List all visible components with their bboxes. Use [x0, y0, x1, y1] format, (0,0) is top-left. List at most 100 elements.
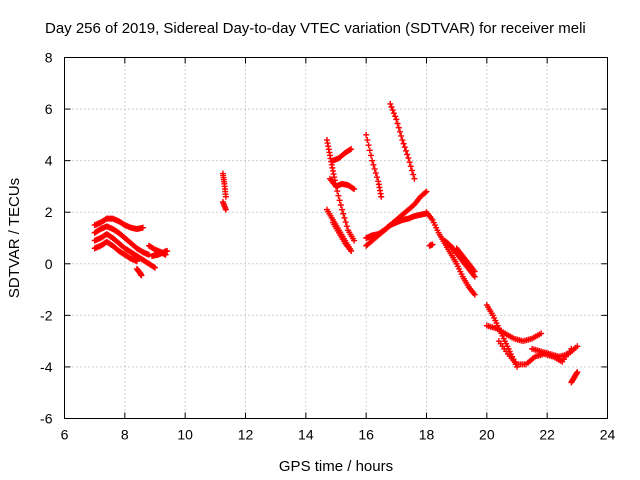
series-arc-u [423, 209, 478, 298]
series-arc-h [219, 170, 229, 200]
data-point [366, 147, 373, 154]
data-point [341, 214, 348, 221]
y-tick-label: 0 [45, 256, 53, 272]
data-point [348, 247, 355, 254]
series-arc-s [381, 188, 430, 234]
data-point [370, 161, 377, 168]
y-tick-label: 2 [45, 204, 53, 220]
data-point [471, 273, 478, 280]
data-point [410, 171, 417, 178]
data-point [138, 272, 145, 279]
data-point [574, 369, 581, 376]
data-point [334, 188, 341, 195]
data-point [340, 210, 347, 217]
data-point [396, 128, 403, 135]
data-point [339, 206, 346, 213]
data-point [402, 147, 409, 154]
data-point [372, 170, 379, 177]
data-point [367, 152, 374, 159]
data-point [471, 291, 478, 298]
data-point [343, 223, 350, 230]
y-tick-label: 8 [45, 50, 53, 66]
data-point [133, 258, 140, 265]
data-point [342, 219, 349, 226]
series-arc-k [326, 175, 358, 193]
data-point [399, 137, 406, 144]
plot-frame [64, 57, 608, 419]
x-tick-label: 12 [238, 427, 254, 443]
data-point [374, 174, 381, 181]
series-arc-c [91, 231, 158, 271]
data-point [145, 251, 152, 258]
data-point [363, 131, 370, 138]
x-tick-label: 16 [358, 427, 374, 443]
data-point [400, 140, 407, 147]
data-point [406, 159, 413, 166]
data-point [574, 343, 581, 350]
series-arc-i [219, 198, 229, 213]
data-point [471, 268, 478, 275]
data-point [538, 330, 545, 337]
data-point [364, 137, 371, 144]
data-point [139, 224, 146, 231]
y-tick-label: -6 [40, 411, 53, 427]
data-point [335, 192, 342, 199]
data-point [346, 146, 353, 153]
series-arc-a [91, 215, 146, 232]
data-point [351, 186, 358, 193]
data-point [395, 124, 402, 131]
x-tick-label: 6 [61, 427, 69, 443]
data-point [349, 185, 356, 192]
data-point [337, 201, 344, 208]
series-arc-e [133, 265, 145, 279]
data-point [392, 113, 399, 120]
y-tick-label: 4 [45, 153, 53, 169]
data-point [371, 165, 378, 172]
data-point [411, 175, 418, 182]
data-point [164, 247, 171, 254]
data-point [401, 144, 408, 151]
data-point [390, 110, 397, 117]
series-arc-g [148, 247, 171, 260]
series-arc-l [329, 146, 355, 164]
data-point [351, 237, 358, 244]
data-point [422, 189, 429, 196]
data-points [91, 100, 581, 386]
data-point [394, 120, 401, 127]
series-arc-r [387, 100, 418, 182]
data-point [348, 146, 355, 153]
data-point [387, 100, 394, 107]
data-point [222, 193, 229, 200]
data-point [378, 193, 385, 200]
data-point [409, 167, 416, 174]
data-point [388, 104, 395, 111]
x-tick-label: 22 [539, 427, 555, 443]
series-arc-x [426, 241, 436, 249]
data-point [398, 132, 405, 139]
data-point [222, 206, 229, 213]
data-point [405, 155, 412, 162]
y-tick-label: -2 [40, 307, 53, 323]
series-arc-o [363, 131, 385, 200]
series-arc-b [91, 223, 152, 258]
chart-title: Day 256 of 2019, Sidereal Day-to-day VTE… [45, 20, 586, 37]
x-tick-label: 18 [419, 427, 435, 443]
series-arc-t [387, 210, 430, 229]
data-point [423, 188, 430, 195]
x-tick-label: 20 [479, 427, 495, 443]
data-point [404, 151, 411, 158]
series-arc-ac [568, 369, 581, 386]
series-arc-w [453, 245, 478, 275]
data-point [369, 157, 376, 164]
series-arc-d [91, 238, 140, 265]
x-tick-label: 8 [121, 427, 129, 443]
y-tick-label: 6 [45, 101, 53, 117]
x-tick-label: 10 [177, 427, 193, 443]
data-point [152, 264, 158, 271]
series-arc-n [329, 219, 355, 254]
data-point [365, 142, 372, 149]
series-arc-ab [529, 343, 581, 360]
y-axis-label: SDTVAR / TECUs [6, 178, 23, 298]
